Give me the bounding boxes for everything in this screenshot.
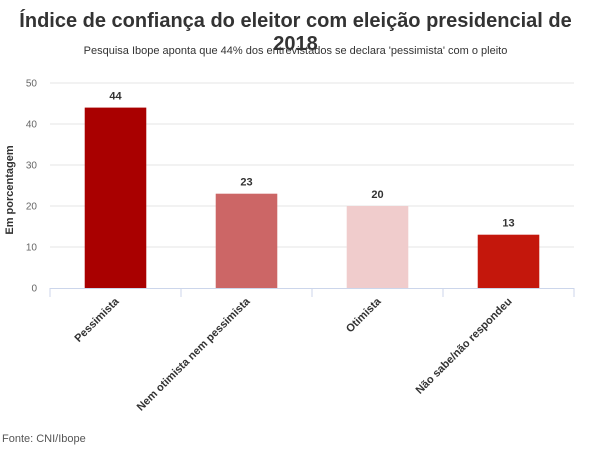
y-tick-label: 40 — [26, 120, 38, 131]
bars — [84, 107, 540, 288]
data-labels: 44 23 20 13 — [109, 91, 514, 230]
x-tick-label: Nem otimista nem pessimista — [135, 295, 253, 413]
y-tick-label: 10 — [26, 243, 38, 254]
source-note: Fonte: CNI/Ibope — [2, 433, 86, 445]
data-label: 13 — [502, 218, 514, 230]
data-label: 20 — [371, 189, 383, 201]
y-tick-label: 30 — [26, 161, 38, 172]
bar — [84, 107, 147, 288]
chart-title: Índice de confiança do eleitor com eleiç… — [19, 10, 572, 55]
bar — [346, 206, 409, 288]
data-label: 23 — [240, 177, 252, 189]
y-tick-label: 50 — [26, 79, 38, 90]
x-tick-label: Não sabe/não respondeu — [414, 296, 515, 397]
data-label: 44 — [109, 91, 122, 103]
bar — [477, 234, 540, 288]
x-tick-label: Pessimista — [72, 295, 122, 345]
x-axis: Pessimista Nem otimista nem pessimista Oti… — [49, 288, 575, 413]
x-tick-label: Otimista — [344, 295, 384, 335]
y-axis-label: Em porcentagem — [4, 145, 16, 234]
y-tick-label: 20 — [26, 202, 38, 213]
y-tick-label: 0 — [31, 284, 37, 295]
chart-subtitle: Pesquisa Ibope aponta que 44% dos entrev… — [83, 45, 508, 57]
bar — [215, 193, 278, 288]
